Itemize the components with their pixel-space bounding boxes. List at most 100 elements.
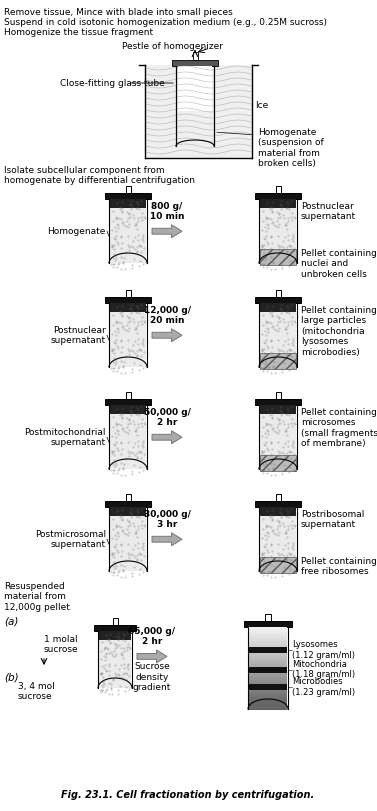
Bar — [249, 680, 287, 684]
Text: Microbodies
(1.23 gram/ml): Microbodies (1.23 gram/ml) — [292, 677, 355, 697]
Text: Lysosomes
(1.12 gram/ml): Lysosomes (1.12 gram/ml) — [292, 640, 355, 659]
Text: Postnuclear
supernatant: Postnuclear supernatant — [51, 325, 106, 345]
Bar — [126, 186, 130, 193]
Polygon shape — [152, 533, 182, 546]
Bar — [105, 297, 151, 303]
Bar — [249, 684, 287, 690]
Polygon shape — [260, 507, 296, 571]
Bar — [110, 303, 146, 312]
Bar — [249, 701, 287, 704]
Text: Ice: Ice — [255, 101, 268, 109]
Text: (b): (b) — [4, 672, 18, 682]
Polygon shape — [152, 431, 182, 444]
Bar — [249, 629, 287, 632]
Bar — [260, 507, 296, 516]
Bar — [110, 507, 146, 516]
Bar — [260, 303, 296, 312]
Bar — [249, 639, 287, 642]
Polygon shape — [110, 507, 146, 571]
Text: Resuspended
material from
12,000g pellet: Resuspended material from 12,000g pellet — [4, 582, 70, 611]
Bar — [249, 682, 287, 685]
Bar — [249, 697, 287, 700]
Bar — [249, 684, 287, 688]
Bar — [249, 627, 287, 630]
Bar — [105, 399, 151, 405]
Bar — [249, 705, 287, 708]
Bar — [249, 635, 287, 638]
Text: Postribosomal
supernatant: Postribosomal supernatant — [301, 510, 365, 530]
Bar — [94, 625, 136, 631]
Bar — [276, 186, 280, 193]
Text: Pellet containing
large particles
(mitochondria
lysosomes
microbodies): Pellet containing large particles (mitoc… — [301, 306, 377, 357]
Bar — [260, 455, 296, 471]
Text: Postmitochondrial
supernatant: Postmitochondrial supernatant — [25, 427, 106, 447]
Text: Homogenize the tissue fragment: Homogenize the tissue fragment — [4, 28, 153, 37]
Bar — [110, 199, 146, 208]
Polygon shape — [110, 405, 146, 469]
Bar — [249, 689, 287, 692]
Bar — [249, 670, 287, 673]
Bar — [249, 707, 287, 710]
Bar — [249, 666, 287, 669]
Bar — [255, 501, 301, 507]
Text: Pellet containing
free ribosomes: Pellet containing free ribosomes — [301, 557, 377, 577]
Bar — [249, 667, 287, 672]
Polygon shape — [260, 199, 296, 263]
Bar — [249, 664, 287, 667]
Bar — [249, 695, 287, 697]
Bar — [178, 66, 212, 111]
Bar — [249, 654, 287, 657]
Polygon shape — [137, 650, 167, 663]
Bar — [105, 501, 151, 507]
Polygon shape — [260, 303, 296, 367]
Bar — [249, 647, 287, 653]
Bar — [276, 290, 280, 297]
Polygon shape — [110, 199, 146, 263]
Bar — [193, 52, 198, 60]
Bar — [126, 494, 130, 501]
Polygon shape — [249, 700, 287, 709]
Bar — [249, 668, 287, 671]
Text: Remove tissue, Mince with blade into small pieces: Remove tissue, Mince with blade into sma… — [4, 8, 233, 17]
Bar — [249, 637, 287, 641]
Polygon shape — [152, 225, 182, 238]
Bar — [249, 658, 287, 661]
Text: Pellet containing
microsomes
(small fragments
of membrane): Pellet containing microsomes (small frag… — [301, 408, 377, 448]
Bar — [249, 690, 287, 693]
Bar — [126, 392, 130, 399]
Bar — [276, 494, 280, 501]
Polygon shape — [99, 631, 131, 688]
Polygon shape — [152, 328, 182, 341]
Bar — [145, 65, 252, 158]
Bar — [249, 633, 287, 636]
Polygon shape — [178, 66, 212, 111]
Bar — [260, 249, 296, 265]
Bar — [249, 676, 287, 680]
Bar — [249, 674, 287, 677]
Bar — [249, 703, 287, 706]
Bar — [249, 646, 287, 649]
Text: 1 molal
sucrose: 1 molal sucrose — [44, 635, 79, 654]
Text: 12,000 g/
20 min: 12,000 g/ 20 min — [144, 306, 190, 325]
Bar — [249, 647, 287, 650]
Bar — [249, 656, 287, 659]
Bar — [112, 618, 118, 625]
Bar — [260, 199, 296, 208]
Bar — [255, 297, 301, 303]
Text: Close-fitting glass tube: Close-fitting glass tube — [60, 79, 165, 88]
Bar — [105, 193, 151, 199]
Bar — [244, 621, 292, 627]
Text: Homogenate
(suspension of
material from
broken cells): Homogenate (suspension of material from … — [258, 128, 324, 168]
Text: 30,000 g/
3 hr: 30,000 g/ 3 hr — [144, 510, 190, 530]
Bar — [110, 405, 146, 414]
Text: (a): (a) — [4, 616, 18, 626]
Text: Mitochondria
(1.18 gram/ml): Mitochondria (1.18 gram/ml) — [292, 660, 355, 680]
Bar — [249, 672, 287, 675]
Bar — [276, 392, 280, 399]
Bar — [99, 631, 131, 640]
Bar — [249, 650, 287, 653]
Text: 50,000 g/
2 hr: 50,000 g/ 2 hr — [144, 408, 190, 427]
Text: Pellet containing
nuclei and
unbroken cells: Pellet containing nuclei and unbroken ce… — [301, 249, 377, 279]
Bar — [255, 399, 301, 405]
Bar — [255, 193, 301, 199]
